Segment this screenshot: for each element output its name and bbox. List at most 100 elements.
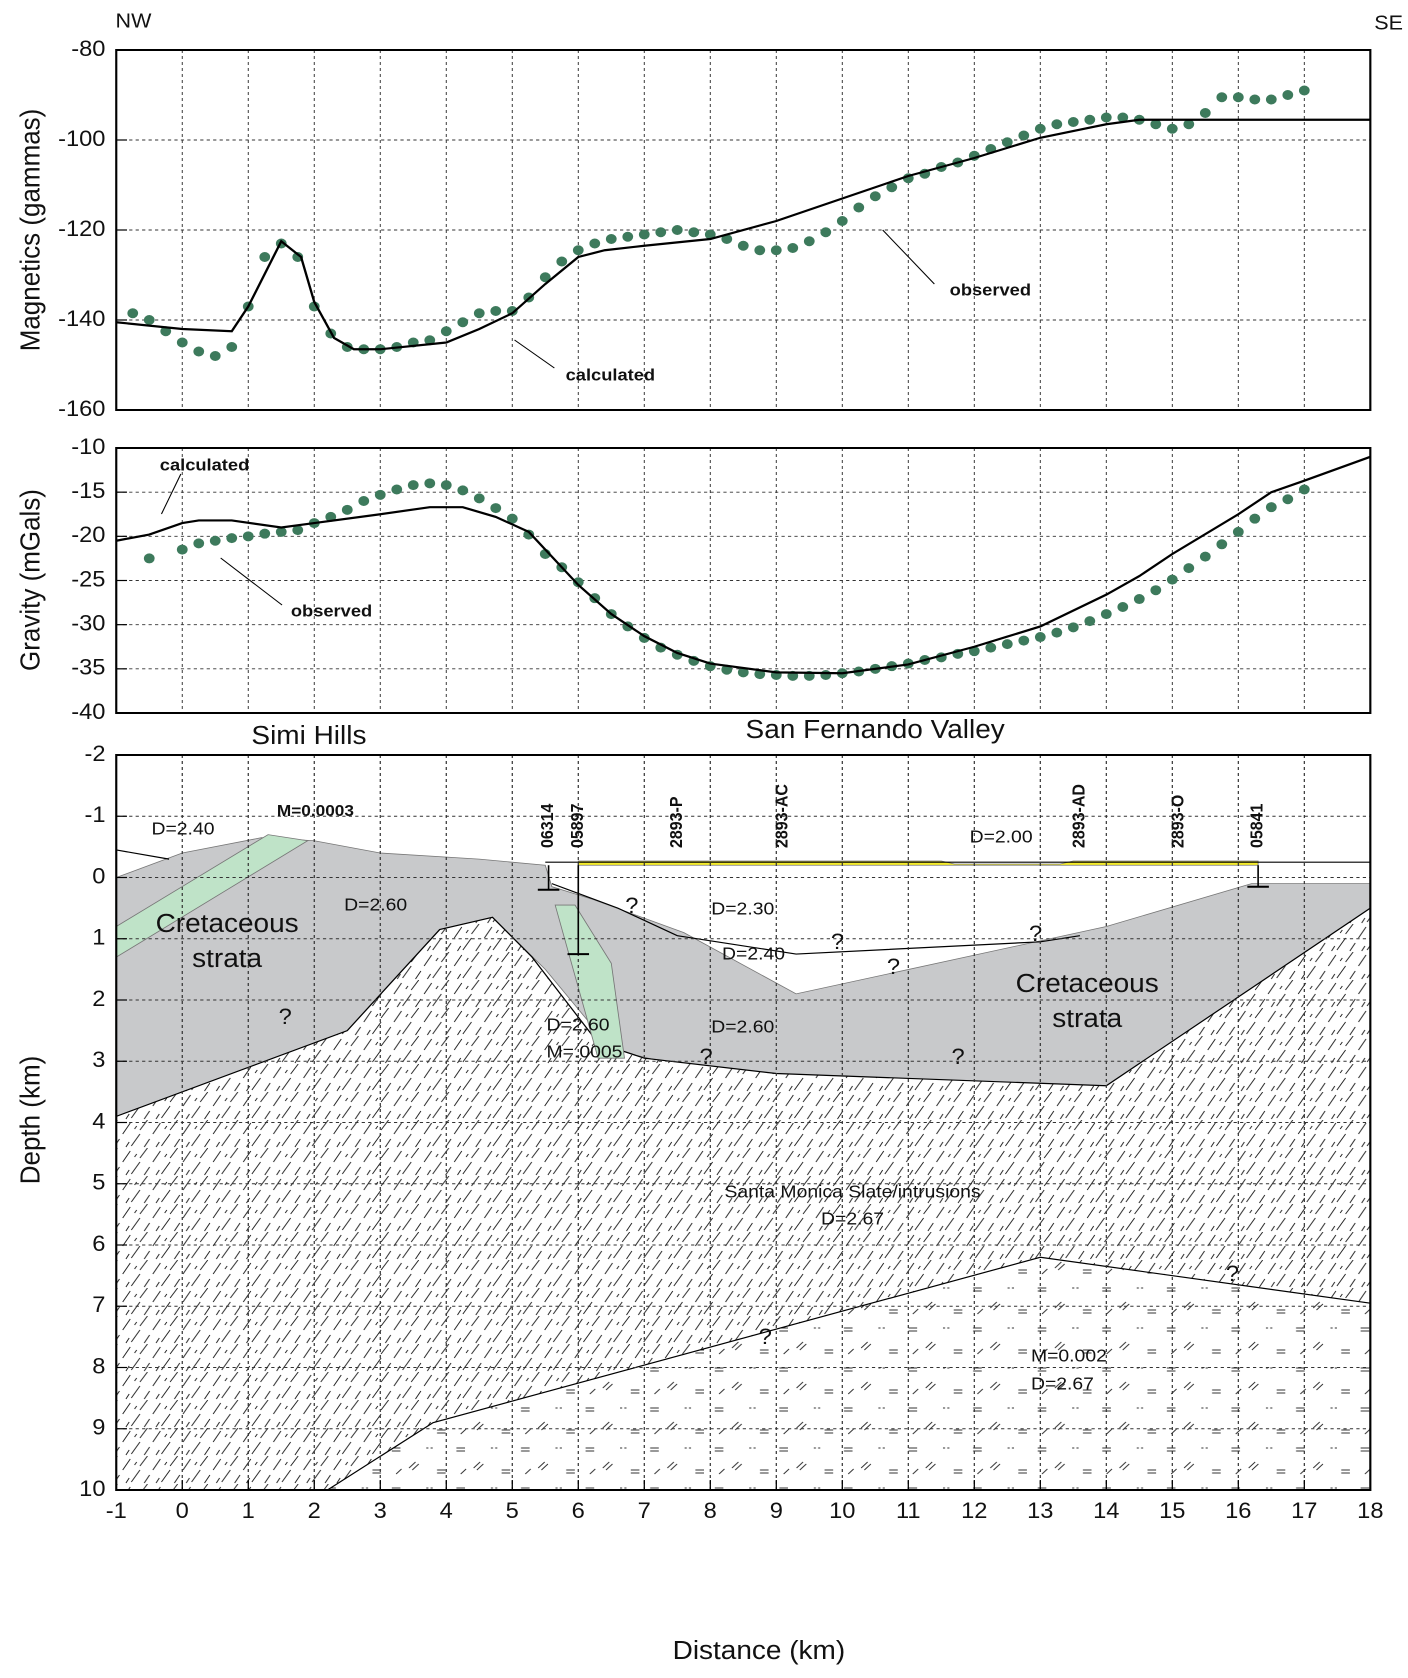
observed-point [1034, 123, 1046, 134]
observed-point [143, 553, 155, 564]
y-tick-label: -1 [84, 802, 105, 827]
observed-point [770, 245, 782, 256]
y-tick-label: -30 [71, 610, 105, 635]
observed-point [1282, 494, 1294, 505]
observed-point [589, 238, 601, 249]
observed-point [1265, 94, 1277, 105]
annotation: M=.0005 [547, 1041, 623, 1061]
x-tick-label: 11 [896, 1498, 921, 1523]
y-tick-label: -25 [71, 566, 105, 591]
observed-point [737, 240, 749, 251]
x-tick-label: 17 [1291, 1498, 1317, 1523]
x-tick-label: 1 [242, 1498, 255, 1523]
geologic-unit [116, 834, 309, 958]
observed-point [1265, 502, 1277, 513]
observed-point [440, 480, 452, 491]
observed-point [556, 256, 568, 267]
observed-point [754, 245, 766, 256]
observed-point [1084, 114, 1096, 125]
plot-frame [115, 447, 1372, 714]
y-tick-label: -2 [84, 741, 105, 766]
observed-point [1001, 137, 1013, 148]
y-tick-label: -35 [71, 654, 105, 679]
observed-point [622, 231, 634, 242]
annotation: Simi Hills [251, 721, 366, 750]
x-tick-label: 14 [1093, 1498, 1120, 1523]
calculated-line [116, 118, 1371, 351]
annotation: ? [831, 929, 844, 954]
annotation: D=2.67 [821, 1208, 884, 1228]
observed-point [1051, 119, 1063, 130]
observed-point [688, 227, 700, 238]
annotation: ? [279, 1004, 292, 1029]
annotation: M=0.0003 [277, 802, 354, 820]
observed-point [1199, 551, 1211, 562]
observed-point [292, 252, 304, 262]
y-axis-label: Magnetics (gammas) [15, 109, 46, 352]
annotation: D=2.40 [722, 943, 785, 963]
annotation: ? [1226, 1261, 1239, 1286]
observed-point [506, 513, 518, 524]
well-label: 2893-AD [1069, 784, 1089, 848]
annotation: ? [625, 893, 638, 918]
well-label: 2893-O [1168, 795, 1188, 848]
y-tick-label: -120 [58, 216, 105, 241]
x-tick-label: 12 [961, 1498, 987, 1523]
observed-point [1150, 119, 1162, 130]
observed-point [1084, 616, 1096, 627]
x-tick-label: 8 [704, 1498, 717, 1523]
observed-point [457, 485, 469, 496]
y-tick-label: 10 [79, 1476, 105, 1501]
y-tick-label: 9 [92, 1414, 105, 1439]
x-tick-label: 2 [308, 1498, 321, 1523]
annotation: Cretaceous [156, 909, 299, 938]
observed-point [1183, 119, 1195, 130]
x-tick-label: 9 [770, 1498, 783, 1523]
observed-point [655, 227, 667, 238]
direction-label: NW [116, 10, 152, 32]
annotation: D=2.30 [711, 898, 774, 918]
observed-point [572, 577, 584, 588]
y-tick-label: -140 [58, 306, 105, 331]
annotation: Santa Monica Slate/intrusions [724, 1181, 980, 1201]
x-tick-label: 15 [1159, 1498, 1185, 1523]
observed-point [869, 191, 881, 202]
y-tick-label: -15 [71, 478, 105, 503]
well-label: 05897 [567, 804, 587, 848]
y-tick-label: 3 [92, 1047, 105, 1072]
annotation: San Fernando Valley [746, 715, 1006, 744]
y-tick-label: 0 [92, 863, 105, 888]
y-tick-label: 5 [92, 1169, 105, 1194]
leader-line [514, 339, 555, 369]
observed-point [754, 669, 766, 680]
annotation: ? [759, 1324, 772, 1349]
x-tick-label: 10 [829, 1498, 855, 1523]
y-tick-label: -80 [71, 36, 105, 61]
annotation: D=2.00 [970, 826, 1033, 846]
observed-point [1232, 526, 1244, 537]
observed-point [1166, 574, 1178, 585]
observed-point [473, 493, 485, 504]
observed-point [1133, 594, 1145, 605]
observed-point [1216, 539, 1228, 550]
observed-point [671, 225, 683, 235]
observed-point [1067, 117, 1079, 127]
observed-point [160, 326, 172, 337]
x-tick-label: 3 [374, 1498, 387, 1523]
observed-point [490, 306, 502, 316]
observed-point [407, 480, 419, 491]
observed-point [1282, 90, 1294, 100]
observed-point [787, 243, 799, 253]
observed-point [209, 351, 221, 361]
y-tick-label: 6 [92, 1231, 105, 1256]
x-tick-label: 6 [572, 1498, 585, 1523]
observed-point [820, 227, 832, 238]
observed-point [176, 544, 188, 555]
series-label: calculated [566, 365, 655, 384]
observed-point [721, 234, 733, 244]
y-axis-label: Gravity (mGals) [15, 489, 46, 671]
observed-point [325, 511, 337, 522]
observed-point [358, 496, 370, 506]
observed-point [1117, 602, 1129, 612]
